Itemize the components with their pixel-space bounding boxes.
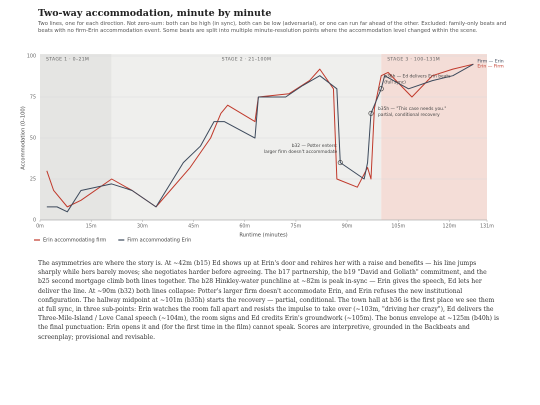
end-label: Firm — Erin [477,59,503,65]
annotation-text: larger firm doesn't accommodate [264,149,338,155]
annotation-text: b35h — "This case needs you." [378,106,446,112]
chart-subtitle: Two lines, one for each direction. Not z… [38,21,507,35]
series-line [46,63,474,213]
stage-label: STAGE 3 · 100–131M [387,57,440,63]
annotation-text: b32 — Potter enters: [292,143,338,149]
y-tick-label: 25 [30,177,36,183]
y-axis-label: Accommodation (0–100) [21,106,27,170]
x-tick-label: 120m [443,224,457,230]
x-tick-label: 45m [188,224,199,230]
x-axis-label: Runtime (minutes) [239,233,287,239]
x-tick-label: 90m [342,224,353,230]
y-tick-label: 50 [30,136,36,142]
annotation-text: (full sync) [384,79,406,85]
annotation-marker [378,86,384,92]
stage-band [381,54,487,220]
x-tick-label: 60m [239,224,250,230]
chart: STAGE 1 · 0–21M STAGE 2 · 21–100M STAGE 3 … [21,54,505,244]
y-tick-label: 100 [27,54,36,60]
y-tick-label: 0 [33,218,36,224]
x-tick-label: 30m [137,224,148,230]
stage-band [40,54,112,220]
annotation-marker [368,110,374,116]
series-line [46,63,474,208]
stage-label: STAGE 1 · 0–21M [46,57,89,63]
end-label: Erin — Firm [477,64,504,70]
annotation-text: partial, conditional recovery [378,112,440,118]
x-tick-label: 0m [36,224,44,230]
stage-band [111,54,382,220]
legend-label: Firm accommodating Erin [127,238,191,244]
x-tick-label: 131m [480,224,494,230]
stage-label: STAGE 2 · 21–100M [222,57,272,63]
x-tick-label: 105m [391,224,405,230]
legend-label: Erin accommodating firm [43,238,106,244]
y-tick-label: 75 [30,95,36,101]
annotation-marker [337,160,343,166]
body-text: The asymmetries are where the story is. … [38,260,500,341]
x-tick-label: 75m [291,224,302,230]
x-tick-label: 15m [86,224,97,230]
annotation-text: b36h — Ed delivers Erin beats [384,73,451,79]
chart-title: Two-way accommodation, minute by minute [38,8,272,19]
